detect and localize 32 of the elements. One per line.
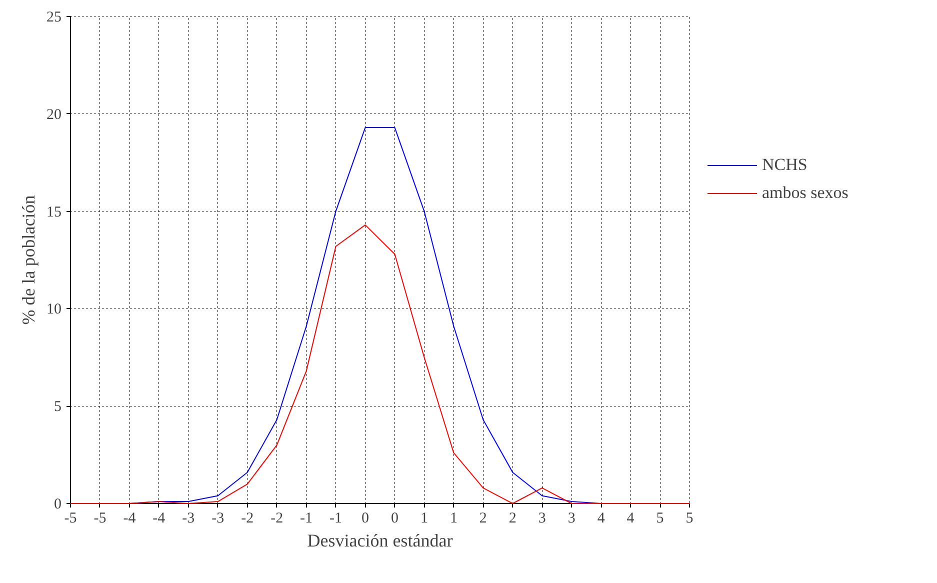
x-tick-label: 0 (362, 510, 370, 526)
x-tick-label: 0 (390, 510, 398, 526)
y-tick-label: 0 (54, 496, 62, 512)
x-tick-label: -1 (330, 510, 342, 526)
x-tick-label: 5 (686, 510, 694, 526)
y-axis-title: % de la población (18, 195, 38, 325)
x-axis-title: Desviación estándar (307, 530, 453, 550)
x-tick-label: -5 (94, 510, 106, 526)
y-tick-label: 20 (46, 106, 62, 123)
x-tick-label: -4 (152, 510, 166, 526)
x-tick-label: -3 (182, 510, 195, 526)
y-tick-label: 10 (46, 302, 62, 318)
x-tick-label: -2 (270, 510, 284, 526)
x-tick-label: 4 (597, 510, 606, 526)
x-tick-label: 3 (568, 510, 576, 526)
y-tick-label: 15 (46, 204, 62, 220)
x-tick-label: 3 (538, 510, 546, 526)
x-tick-label: 5 (656, 510, 664, 526)
x-tick-label: -3 (212, 510, 224, 526)
x-tick-label: 2 (508, 510, 516, 526)
x-tick-label: -2 (241, 510, 254, 526)
legend-label: NCHS (762, 155, 808, 175)
x-tick-label: -1 (300, 510, 313, 526)
x-tick-label: -4 (123, 510, 136, 526)
x-tick-label: -5 (64, 510, 77, 526)
x-tick-label: 2 (479, 510, 487, 526)
legend-label: ambos sexos (762, 183, 848, 203)
y-tick-label: 5 (54, 399, 62, 416)
x-tick-label: 1 (450, 510, 458, 526)
x-tick-label: 4 (626, 510, 635, 526)
x-tick-label: 1 (420, 510, 428, 526)
y-tick-label: 25 (46, 10, 62, 26)
